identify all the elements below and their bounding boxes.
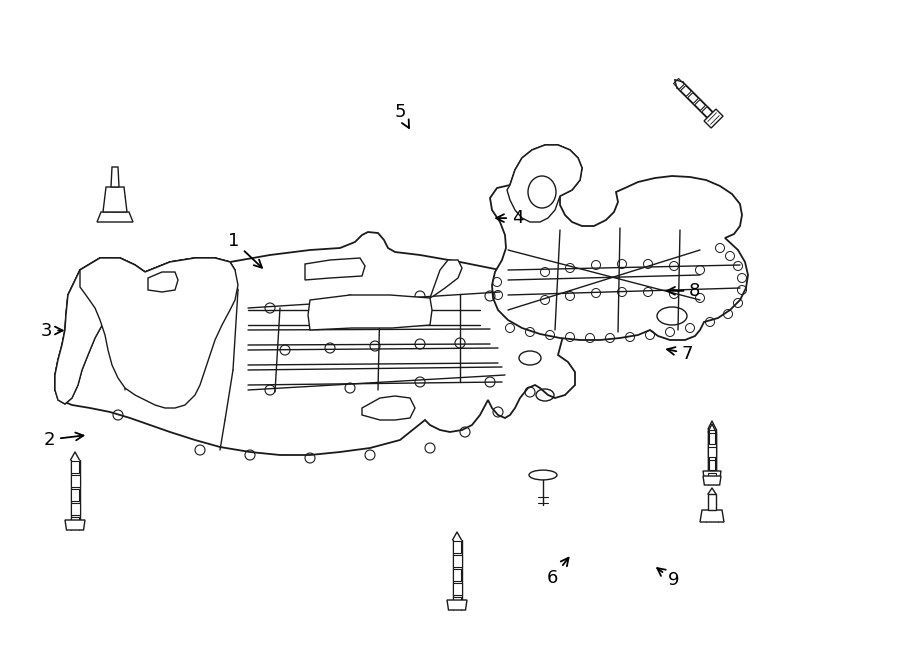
Polygon shape <box>454 598 461 609</box>
Polygon shape <box>70 504 79 515</box>
Polygon shape <box>708 460 716 471</box>
Polygon shape <box>71 461 79 473</box>
Polygon shape <box>703 471 721 480</box>
Ellipse shape <box>529 470 557 480</box>
Polygon shape <box>708 430 716 440</box>
Polygon shape <box>148 272 178 292</box>
Polygon shape <box>71 489 79 500</box>
Polygon shape <box>55 258 235 404</box>
Polygon shape <box>308 295 432 330</box>
Polygon shape <box>55 258 235 404</box>
Text: 6: 6 <box>547 558 569 588</box>
Polygon shape <box>708 456 716 466</box>
Polygon shape <box>362 396 415 420</box>
Polygon shape <box>111 167 119 187</box>
Polygon shape <box>708 473 716 484</box>
Polygon shape <box>305 258 365 280</box>
Polygon shape <box>97 212 133 222</box>
Polygon shape <box>708 443 716 453</box>
Polygon shape <box>103 187 127 212</box>
Text: 4: 4 <box>496 209 523 227</box>
Polygon shape <box>704 109 723 128</box>
Polygon shape <box>688 93 698 103</box>
Text: 3: 3 <box>41 321 63 340</box>
Polygon shape <box>708 434 716 444</box>
Polygon shape <box>490 145 748 340</box>
Polygon shape <box>695 100 706 110</box>
Polygon shape <box>702 107 713 118</box>
Polygon shape <box>708 447 716 457</box>
Polygon shape <box>700 510 724 522</box>
Polygon shape <box>708 494 716 510</box>
Text: 8: 8 <box>667 282 700 300</box>
Polygon shape <box>680 85 691 97</box>
Polygon shape <box>430 260 462 298</box>
Polygon shape <box>70 475 79 486</box>
Text: 7: 7 <box>667 344 693 363</box>
Polygon shape <box>708 469 716 479</box>
Polygon shape <box>65 520 85 530</box>
Polygon shape <box>55 232 575 455</box>
Polygon shape <box>453 555 462 566</box>
Polygon shape <box>454 569 461 580</box>
Polygon shape <box>454 541 461 553</box>
Polygon shape <box>447 600 467 610</box>
Text: 5: 5 <box>395 103 409 128</box>
Text: 2: 2 <box>44 430 84 449</box>
Polygon shape <box>673 79 684 89</box>
Text: 1: 1 <box>229 232 262 268</box>
Polygon shape <box>453 584 462 595</box>
Polygon shape <box>703 476 721 485</box>
Text: 9: 9 <box>657 568 679 590</box>
Polygon shape <box>80 258 238 408</box>
Polygon shape <box>507 145 582 222</box>
Polygon shape <box>71 518 79 529</box>
